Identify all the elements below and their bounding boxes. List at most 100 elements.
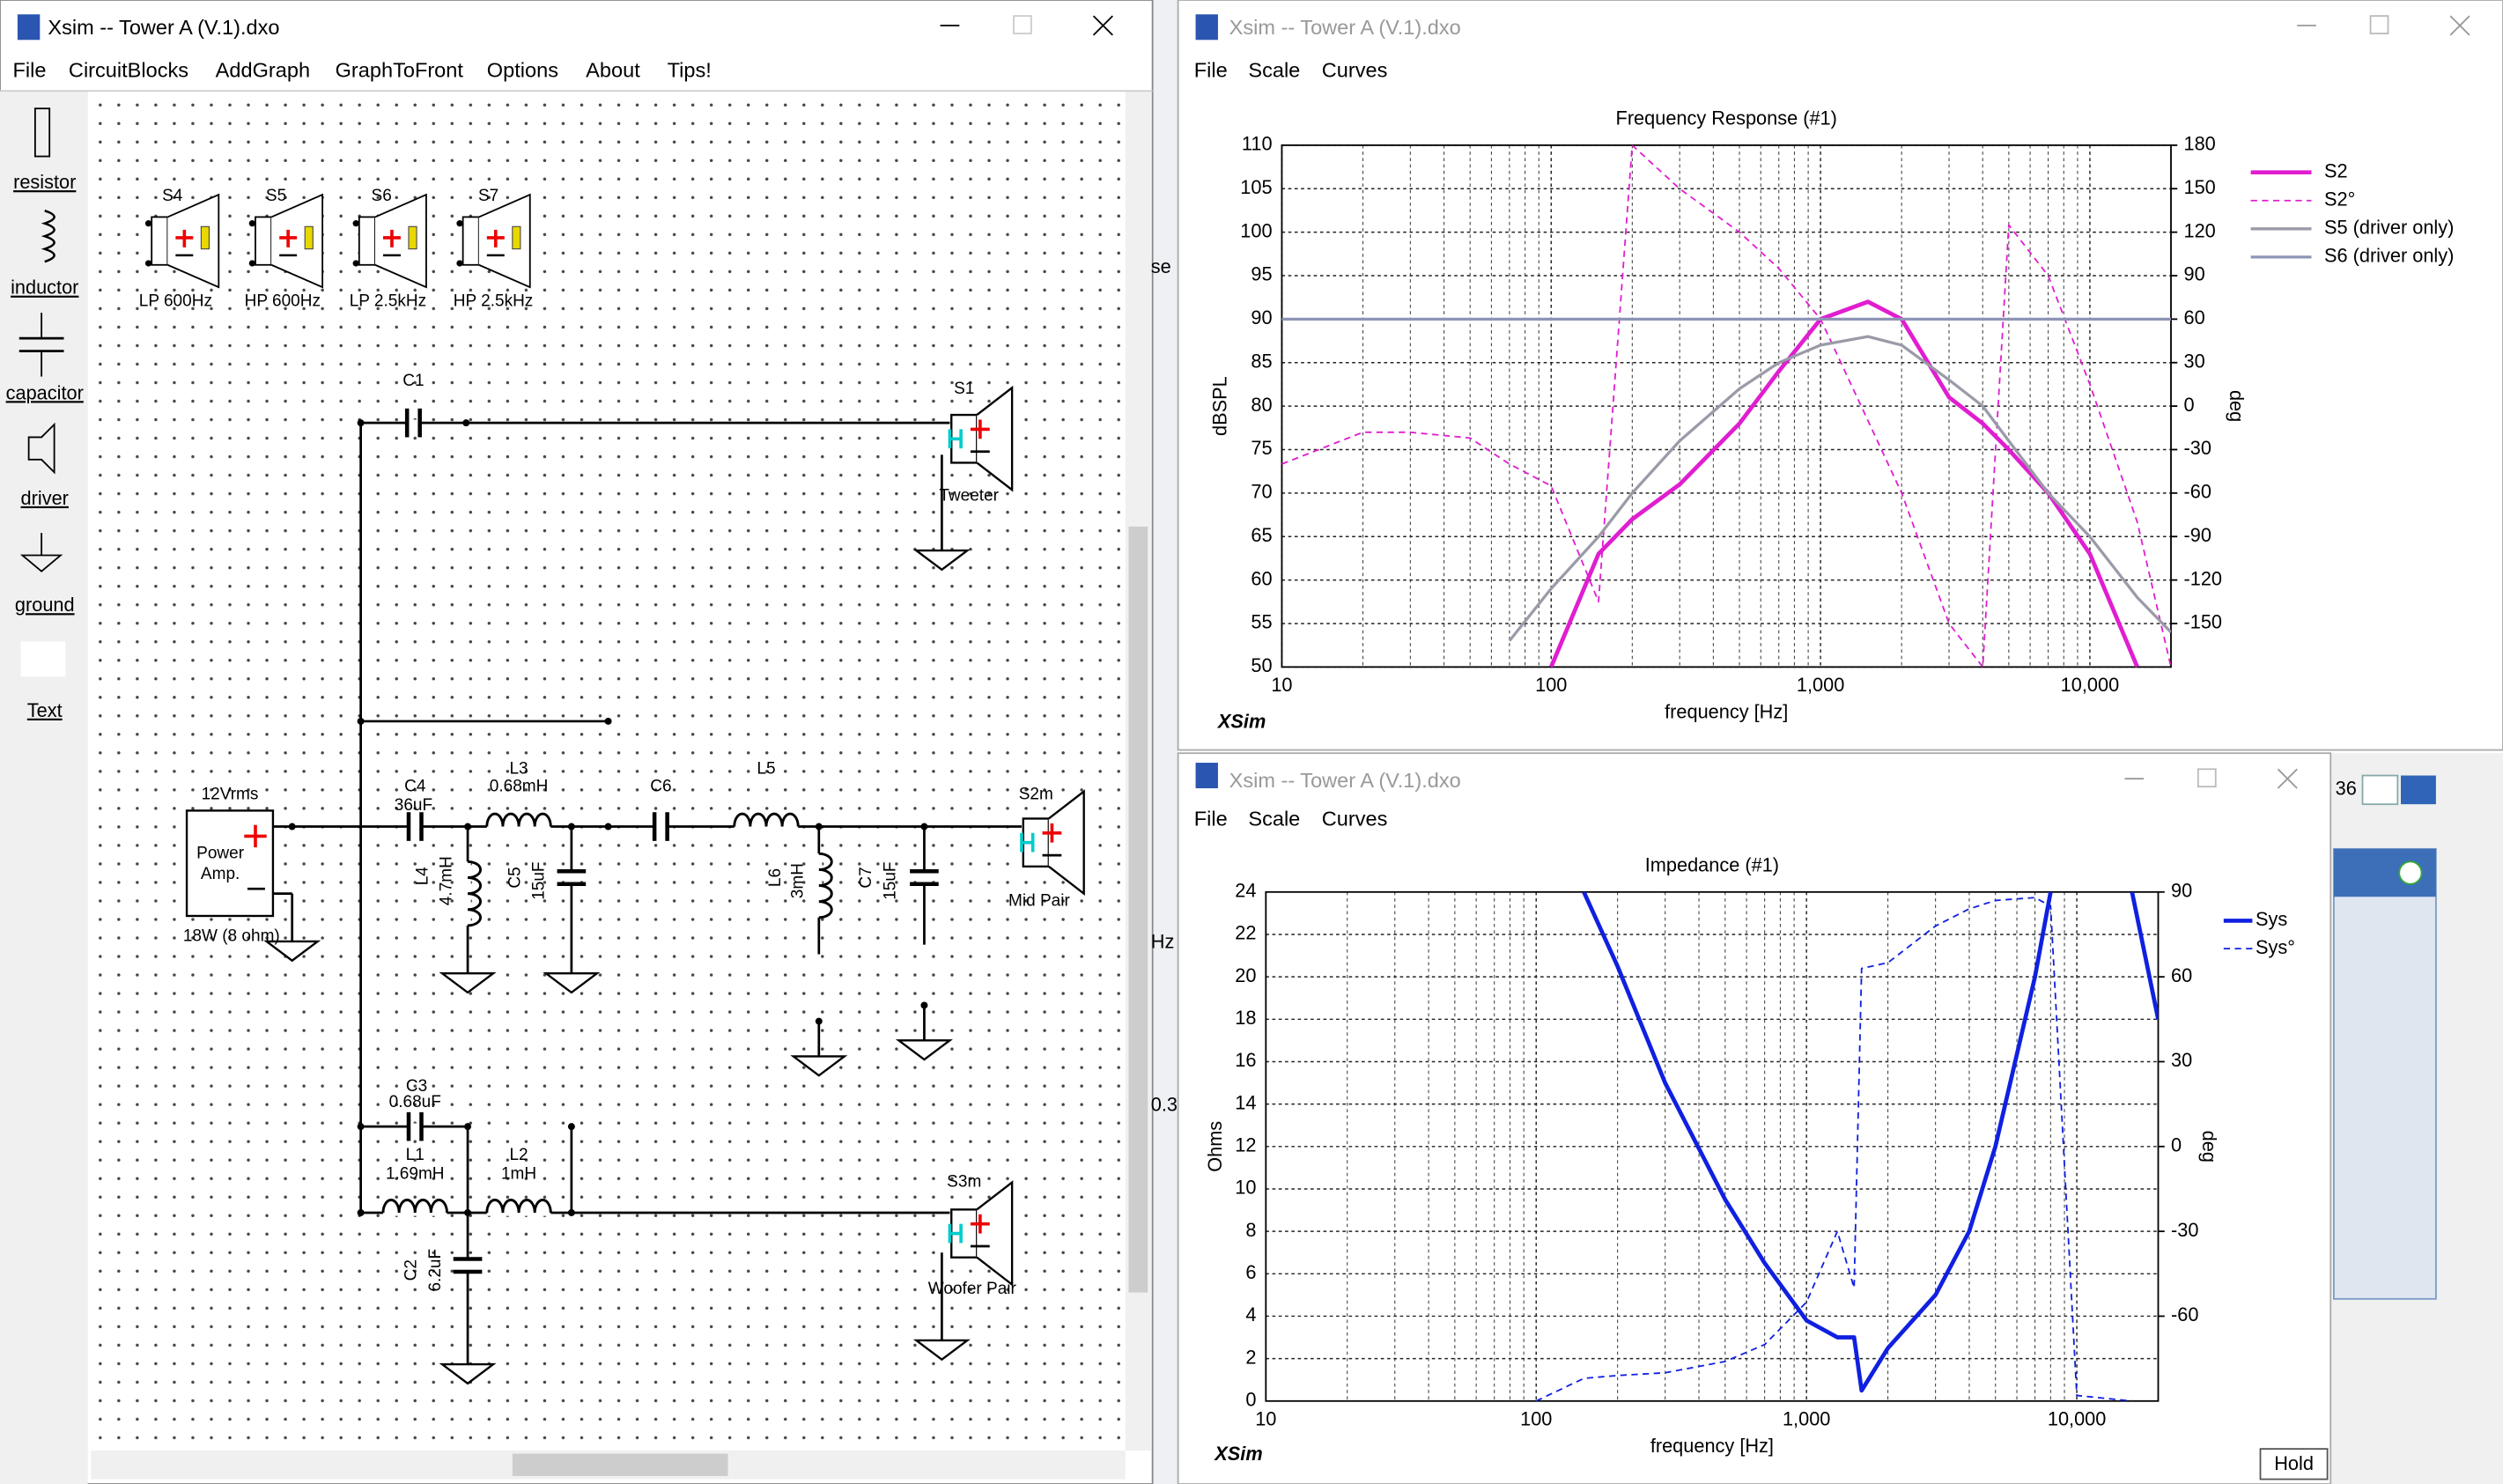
x-tick-label: 1,000 [1797,674,1844,696]
component-label: C3 [406,1077,427,1096]
menu-item[interactable]: GraphToFront [336,59,464,82]
background-text: 0.3 [1151,1093,1178,1115]
legend-label: S2 [2324,159,2348,181]
maximize-button[interactable] [2197,768,2217,788]
component-label: L1 [406,1146,425,1164]
menu-item[interactable]: CircuitBlocks [69,59,188,82]
component-label: L3 [509,759,528,778]
window-title: Xsim -- Tower A (V.1).dxo [1229,769,1461,792]
resistor-icon [33,107,51,158]
capacitor-gap [654,823,668,831]
x-tick-label: 100 [1535,674,1567,696]
x-axis-label: frequency [Hz] [1650,1435,1774,1457]
menu-item[interactable]: File [13,59,47,82]
background-text: 36 [2336,778,2357,800]
y-tick-label: 6 [1245,1261,1256,1283]
menu-item[interactable]: Curves [1322,808,1388,831]
y-tick-label: 80 [1251,394,1272,416]
tool-label[interactable]: resistor [13,171,76,193]
menu-item[interactable]: Scale [1248,808,1300,831]
plot-frame [1281,144,2172,668]
y2-tick-label: 180 [2184,133,2216,155]
plot-area [1266,891,2159,1401]
y2-tick-label: 30 [2184,350,2205,372]
y-tick-label: 18 [1235,1007,1256,1029]
maximize-button[interactable] [1013,15,1032,34]
menu-item[interactable]: About [586,59,640,82]
component-label: 1.69mH [386,1165,445,1184]
legend-label: S5 (driver only) [2324,217,2454,239]
ground [912,549,971,572]
phase-marker [948,429,963,449]
component-label: 18W (8 ohm) [183,927,280,946]
y-tick-label: 4 [1245,1303,1256,1325]
y2-tick-label: 60 [2171,964,2192,986]
y-axis-label: Ohms [1204,1121,1226,1172]
y-tick-label: 16 [1235,1049,1256,1071]
tool-label[interactable]: inductor [11,277,78,299]
junction [357,1123,365,1131]
y-tick-label: 60 [1251,567,1272,589]
background-app [1152,0,1178,1484]
menu-item[interactable]: File [1194,808,1228,831]
component-label: 0.68uF [389,1093,441,1111]
close-button [2449,15,2470,36]
text-tool-icon[interactable] [20,641,66,677]
app-icon [1195,14,1218,41]
hold-button[interactable] [2259,1448,2329,1480]
tool-label[interactable]: Text [27,699,63,721]
hold-button-label[interactable]: Hold [2274,1452,2314,1474]
component-label: 15uF [881,861,899,899]
menu-item[interactable]: Tips! [668,59,712,82]
plot-series [1535,891,2159,1401]
driver-cone [270,193,324,289]
menu-item[interactable]: AddGraph [216,59,310,82]
scrollbar-thumb[interactable] [512,1453,728,1476]
terminal [352,260,359,267]
x-tick-label: 10 [1255,1407,1276,1429]
component-label: L5 [757,759,775,778]
y2-tick-label: 150 [2184,176,2216,198]
warning-icon [304,225,314,250]
capacitor-gap [409,823,422,831]
driver-box [358,216,376,266]
ground [263,940,321,963]
y2-axis-label: deg [2198,1131,2220,1163]
y-tick-label: 100 [1240,219,1272,241]
inductor [485,1199,552,1214]
junction [815,1017,823,1025]
inductor [818,852,833,919]
tool-label[interactable]: driver [21,487,69,509]
component-label: Mid Pair [1008,892,1070,911]
component-label: S1 [954,380,974,398]
maximize-button[interactable] [2369,15,2389,34]
menu-item[interactable]: File [1194,59,1228,82]
y2-tick-label: 90 [2171,880,2192,902]
terminal [248,260,255,267]
ground [790,1055,848,1077]
driver-cone [374,193,427,289]
inductor [733,812,800,827]
y-tick-label: 75 [1251,437,1272,459]
scrollbar-thumb[interactable] [1128,526,1148,1293]
y-tick-label: 110 [1242,133,1273,155]
menu-item[interactable]: Scale [1248,59,1300,82]
terminal [456,260,463,267]
y-tick-label: 90 [1251,306,1272,329]
warning-icon [408,225,417,250]
component-label: 12Vrms [202,785,259,803]
tool-label[interactable]: ground [15,594,75,616]
y-tick-label: 8 [1245,1219,1256,1241]
menu-item[interactable]: Curves [1322,59,1388,82]
junction [357,1209,365,1216]
menu-item[interactable]: Options [487,59,558,82]
driver-cone [166,193,220,289]
junction [464,1123,472,1131]
inductor [468,860,482,927]
component-label: S6 [372,187,392,205]
tool-label[interactable]: capacitor [6,381,84,403]
chart-title: Frequency Response (#1) [1616,107,1837,129]
ground-icon [19,533,63,572]
y-tick-label: 0 [1245,1389,1256,1411]
